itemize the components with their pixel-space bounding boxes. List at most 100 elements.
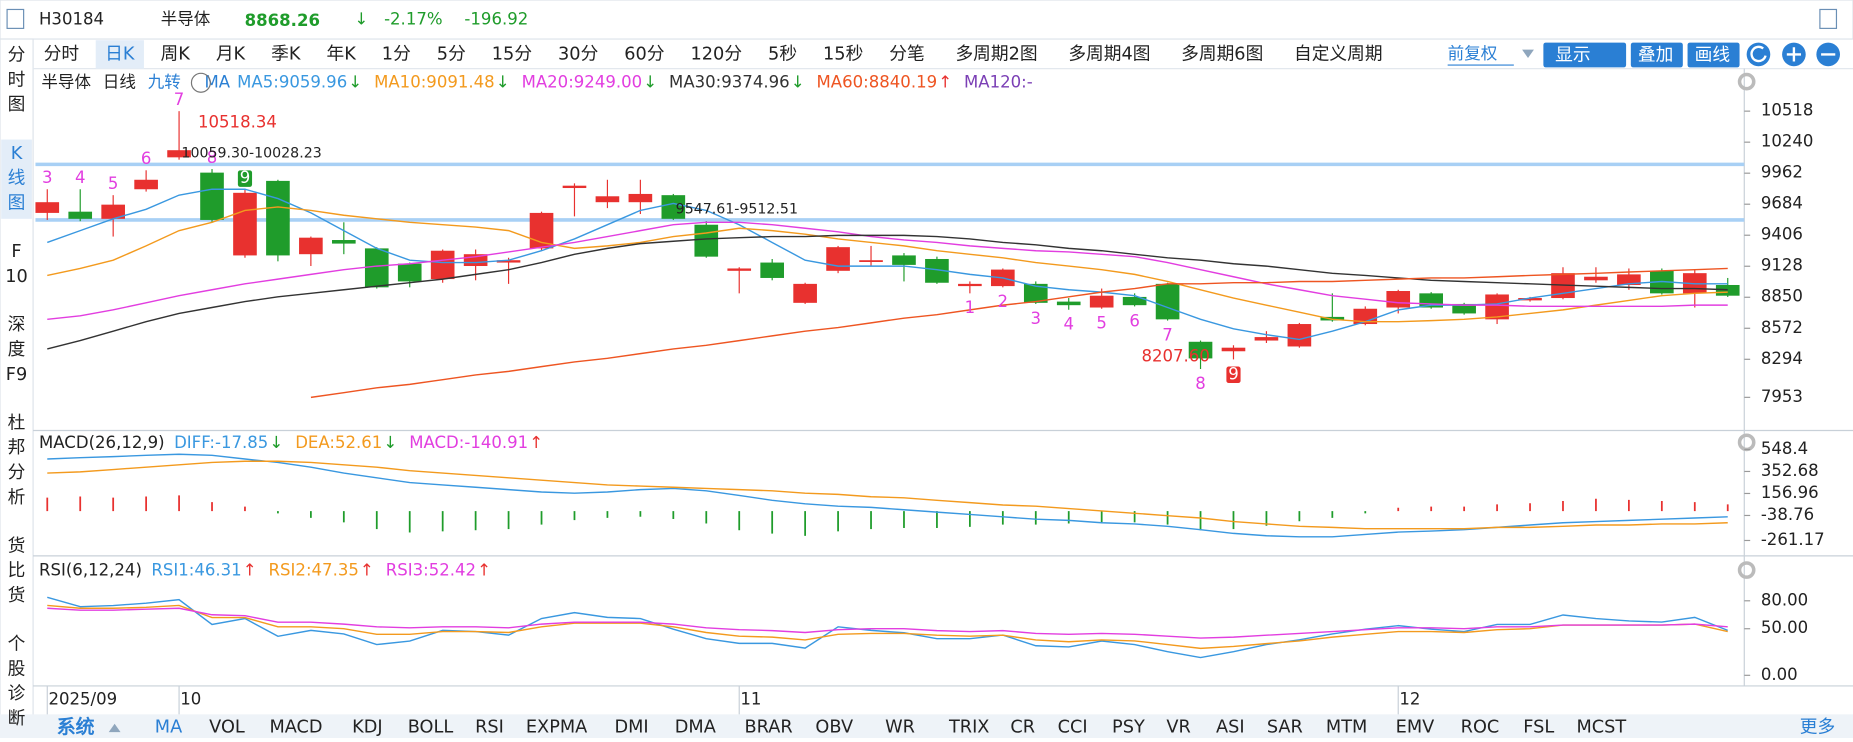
side-tab-label[interactable]: 图 (8, 95, 26, 115)
settings-icon[interactable] (1737, 72, 1756, 91)
legend-trend: ↑ (529, 433, 543, 452)
ma-line (47, 234, 1728, 350)
side-tab-label[interactable]: 析 (8, 487, 26, 508)
side-tab-label[interactable]: 个 (8, 634, 26, 655)
indicator-tab[interactable]: EMV (1396, 717, 1435, 737)
window-icon[interactable] (6, 8, 25, 29)
indicator-tab[interactable]: OBV (815, 717, 853, 737)
x-tick-label: 11 (740, 690, 761, 709)
period-tab[interactable]: 日K (105, 44, 135, 64)
candle-body (364, 248, 389, 288)
indicator-tab[interactable]: MA (155, 717, 182, 737)
side-tab-label[interactable]: F (11, 242, 21, 262)
side-tab-label[interactable]: 深 (8, 314, 26, 335)
candle-body (463, 254, 488, 267)
side-tab-label[interactable]: 分 (8, 462, 26, 483)
more-tab[interactable]: 更多 (1800, 716, 1835, 737)
period-tab[interactable]: 周K (160, 44, 190, 64)
period-tab[interactable]: 多周期6图 (1181, 43, 1263, 64)
period-tab[interactable]: 月K (216, 44, 246, 64)
indicator-tab[interactable]: DMA (675, 717, 716, 737)
indicator-tab[interactable]: TRIX (948, 717, 989, 737)
side-tab-label[interactable]: 诊 (8, 683, 26, 704)
td-badge (1226, 366, 1241, 384)
side-tab-label[interactable]: 线 (8, 168, 26, 189)
side-tab-label[interactable]: 时 (8, 69, 26, 90)
indicator-tab[interactable]: VR (1166, 717, 1190, 737)
toolbar-button[interactable] (1687, 42, 1740, 68)
indicator-tab[interactable]: ASI (1216, 717, 1245, 737)
side-tab-label[interactable]: F9 (6, 365, 27, 385)
period-tab[interactable]: 1分 (382, 43, 411, 64)
side-tab-label[interactable]: 比 (8, 560, 26, 581)
y-tick-label: 9406 (1761, 225, 1803, 244)
period-tab[interactable]: 自定义周期 (1294, 43, 1383, 64)
candle-body (529, 212, 554, 249)
indicator-tab[interactable]: FSL (1523, 717, 1554, 737)
side-tab-label[interactable]: 度 (8, 339, 26, 360)
side-tab-label[interactable]: 货 (8, 585, 26, 606)
system-tab[interactable]: 系统 (57, 715, 95, 738)
dropdown-icon[interactable] (1522, 49, 1534, 58)
indicator-tab[interactable]: RSI (475, 717, 504, 737)
legend-entry: MA20:9249.00 (522, 72, 643, 91)
indicator-tab[interactable]: EXPMA (526, 717, 587, 737)
toolbar-button[interactable] (1630, 42, 1683, 68)
candle-body (859, 260, 883, 262)
period-tab[interactable]: 分时 (44, 43, 80, 64)
side-tab-label[interactable]: 股 (8, 659, 26, 679)
period-tab[interactable]: 30分 (558, 43, 599, 64)
side-tab-label[interactable]: 分 (8, 45, 26, 66)
indicator-tab[interactable]: KDJ (352, 717, 382, 737)
toolbar-button[interactable] (1543, 42, 1627, 68)
adjust-select[interactable]: 前复权 (1448, 44, 1498, 63)
period-tab[interactable]: 多周期2图 (955, 43, 1037, 64)
indicator-tab[interactable]: CCI (1058, 717, 1088, 737)
period-tab[interactable]: 年K (326, 43, 356, 64)
indicator-tab[interactable]: PSY (1112, 717, 1145, 737)
settings-icon[interactable] (1737, 561, 1756, 579)
indicator-tab[interactable]: CR (1010, 717, 1035, 737)
price-arrow: ↓ (355, 10, 369, 29)
indicator-tab[interactable]: BRAR (745, 717, 793, 737)
period-tab[interactable]: 5秒 (768, 43, 797, 64)
side-tab-label[interactable]: 图 (8, 193, 26, 213)
period-tab[interactable]: 15秒 (823, 43, 863, 64)
side-tab-label[interactable]: 邦 (8, 437, 26, 458)
period-tab[interactable]: 多周期4图 (1068, 43, 1150, 64)
period-tab[interactable]: 5分 (437, 43, 466, 64)
candle-body (925, 258, 949, 283)
side-tab-label[interactable]: 10 (5, 267, 28, 287)
candle-body (1254, 337, 1279, 341)
indicator-tab[interactable]: MCST (1576, 717, 1626, 737)
indicator-label[interactable]: 九转 (148, 72, 181, 91)
indicator-tab[interactable]: SAR (1267, 717, 1303, 737)
window-icon[interactable] (1819, 8, 1838, 29)
candle-body (167, 150, 191, 158)
candle-body (1715, 284, 1740, 296)
indicator-tab[interactable]: ROC (1461, 717, 1500, 737)
indicator-tab[interactable]: VOL (209, 717, 245, 737)
side-tab-label[interactable]: 断 (8, 708, 26, 729)
period-tab[interactable]: 15分 (492, 43, 533, 64)
indicator-tab[interactable]: MTM (1326, 717, 1367, 737)
high-label: 10518.34 (198, 112, 277, 131)
legend-trend: ↓ (643, 72, 657, 91)
level-label: 9547.61-9512.51 (676, 201, 798, 217)
period-tab[interactable]: 分笔 (889, 43, 924, 64)
indicator-tab[interactable]: DMI (615, 717, 649, 737)
indicator-tab[interactable]: BOLL (408, 717, 454, 737)
legend-entry: MA10:9091.48 (374, 72, 495, 91)
candle-body (1584, 276, 1608, 281)
candle-body (200, 172, 224, 220)
period-tab[interactable]: 60分 (624, 43, 665, 64)
side-tab-label[interactable]: K (11, 144, 23, 164)
period-tab[interactable]: 季K (271, 43, 301, 64)
side-tab-label[interactable]: 杜 (8, 412, 26, 433)
candle-body (1056, 301, 1081, 306)
period-tab[interactable]: 120分 (691, 43, 743, 64)
indicator-tab[interactable]: MACD (269, 717, 322, 737)
side-tab-label[interactable]: 货 (8, 535, 26, 556)
help-icon[interactable] (190, 72, 211, 93)
indicator-tab[interactable]: WR (885, 717, 915, 737)
